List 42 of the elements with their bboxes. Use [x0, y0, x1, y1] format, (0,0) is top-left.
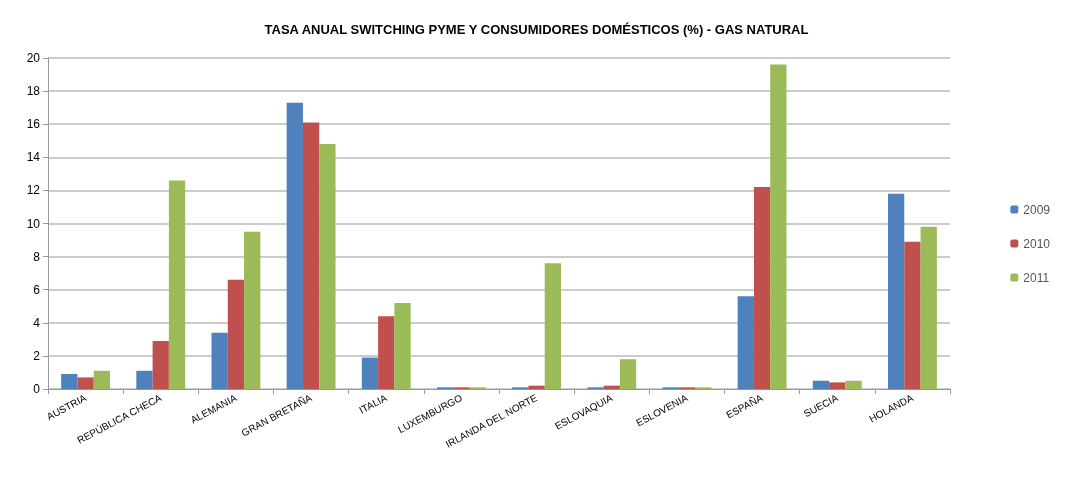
- bar: [394, 302, 411, 389]
- y-tick-label: 6: [33, 282, 41, 297]
- bar: [152, 341, 169, 389]
- bar: [845, 380, 862, 389]
- y-tick-label: 12: [26, 183, 41, 198]
- bar: [302, 122, 320, 389]
- bar: [544, 263, 562, 389]
- bar: [286, 102, 303, 389]
- y-tick-label: 2: [33, 348, 41, 363]
- bar: [77, 377, 94, 389]
- y-tick-label: 20: [26, 51, 41, 65]
- bar: [920, 226, 937, 389]
- bar: [93, 370, 111, 389]
- y-tick-label: 16: [26, 117, 41, 132]
- bar: [136, 370, 153, 389]
- bar: [168, 180, 186, 389]
- chart-title: TASA ANUAL SWITCHING PYME Y CONSUMIDORES DOMÉSTICOS (%) - GAS NATURAL: [264, 22, 809, 37]
- bar: [378, 316, 395, 389]
- legend-label: 2011: [1023, 270, 1050, 285]
- bar: [361, 357, 379, 389]
- y-tick-label: 18: [26, 84, 41, 99]
- bar: [319, 144, 336, 389]
- bar: [211, 332, 228, 389]
- bar: [904, 241, 921, 389]
- bar: [244, 231, 261, 389]
- y-tick-label: 0: [33, 382, 41, 396]
- bar: [61, 374, 78, 389]
- y-tick-label: 14: [26, 150, 41, 165]
- bar: [753, 187, 771, 389]
- bar: [829, 382, 846, 389]
- bar: [619, 359, 637, 389]
- y-tick-label: 8: [33, 249, 41, 264]
- y-tick-label: 4: [33, 315, 41, 330]
- bar: [812, 380, 830, 389]
- bar: [737, 296, 754, 389]
- bar: [770, 64, 787, 389]
- legend-label: 2009: [1023, 202, 1051, 217]
- bar: [227, 279, 245, 389]
- legend-label: 2010: [1023, 236, 1051, 251]
- y-tick-label: 10: [26, 216, 41, 231]
- bar: [887, 193, 905, 389]
- bar: [528, 385, 545, 389]
